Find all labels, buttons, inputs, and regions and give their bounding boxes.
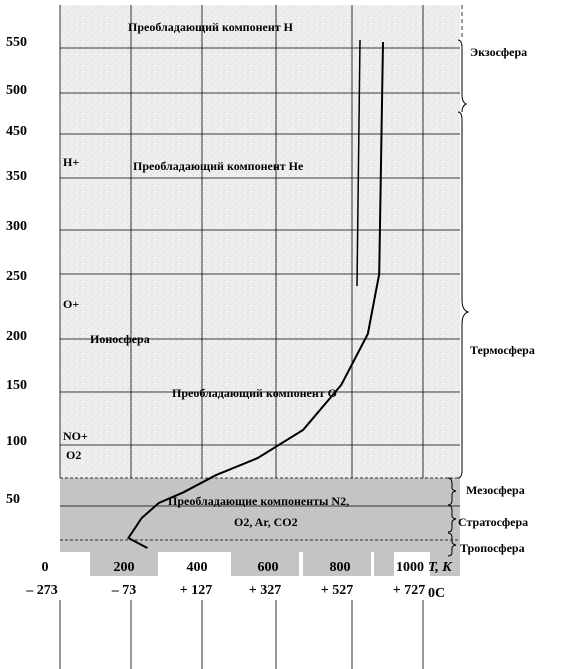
x-tick-label: 400: [187, 560, 208, 575]
upper-temperature-line: [356, 39, 361, 287]
y-tick-label: 200: [6, 329, 27, 344]
annotation-label: Преобладающий компонент О: [172, 386, 337, 400]
y-tick-label: 300: [6, 219, 27, 234]
x-tick-label-celsius: – 273: [25, 583, 58, 598]
x-axis-label-kelvin: T, K: [428, 560, 453, 575]
annotation-label: Ионосфера: [90, 332, 150, 346]
x-tick-label-celsius: + 727: [393, 583, 425, 598]
annotation-label: O2: [66, 448, 81, 462]
axis-strip: [60, 542, 460, 576]
x-tick-label: 800: [330, 560, 351, 575]
x-axis-label-celsius: 0C: [428, 586, 445, 601]
region-label: Тропосфера: [460, 541, 525, 555]
x-tick-labels-kelvin: 0 200 400 600 800 1000: [42, 560, 425, 575]
lower-atmosphere-band: [60, 478, 460, 542]
x-tick-label: 0: [42, 560, 49, 575]
x-tick-label-celsius: – 73: [111, 583, 137, 598]
temperature-profile-line: [126, 41, 384, 549]
x-tick-label: 1000: [396, 560, 424, 575]
y-tick-label: 150: [6, 378, 27, 393]
x-tick-label-celsius: + 527: [321, 583, 353, 598]
upper-atmosphere-area: [60, 5, 460, 478]
annotation-label: NO+: [63, 429, 88, 443]
y-tick-label: 50: [6, 492, 20, 507]
layer-braces: [447, 39, 470, 557]
x-tick-label-celsius: + 127: [180, 583, 212, 598]
y-tick-label: 450: [6, 124, 27, 139]
layer-region-labels: Экзосфера Термосфера Мезосфера Стратосфера Т…: [458, 45, 535, 555]
grid: [59, 5, 463, 669]
x-tick-label: 200: [114, 560, 135, 575]
annotation-label: Преобладающий компонент H: [128, 20, 294, 34]
y-tick-labels: 550 500 450 350 300 250 200 150 100 50: [6, 35, 27, 507]
x-tick-label-celsius: + 327: [249, 583, 281, 598]
region-label: Экзосфера: [470, 45, 527, 59]
x-tick-labels-celsius: – 273 – 73 + 127 + 327 + 527 + 727: [25, 583, 425, 598]
region-label: Термосфера: [470, 343, 535, 357]
x-tick-label: 600: [258, 560, 279, 575]
annotation-label: O+: [63, 297, 79, 311]
y-tick-label: 100: [6, 434, 27, 449]
annotation-label: Н+: [63, 155, 79, 169]
annotation-label: O2, Ar, CO2: [234, 515, 298, 529]
y-tick-label: 350: [6, 169, 27, 184]
y-tick-label: 550: [6, 35, 27, 50]
annotation-label: Преобладающие компоненты N2,: [168, 494, 349, 508]
region-label: Мезосфера: [466, 483, 525, 497]
region-label: Стратосфера: [458, 515, 528, 529]
annotations: Преобладающий компонент H Н+ Преобладающий…: [63, 20, 349, 529]
annotation-label: Преобладающий компонент Не: [133, 159, 304, 173]
y-tick-label: 500: [6, 83, 27, 98]
y-tick-label: 250: [6, 269, 27, 284]
